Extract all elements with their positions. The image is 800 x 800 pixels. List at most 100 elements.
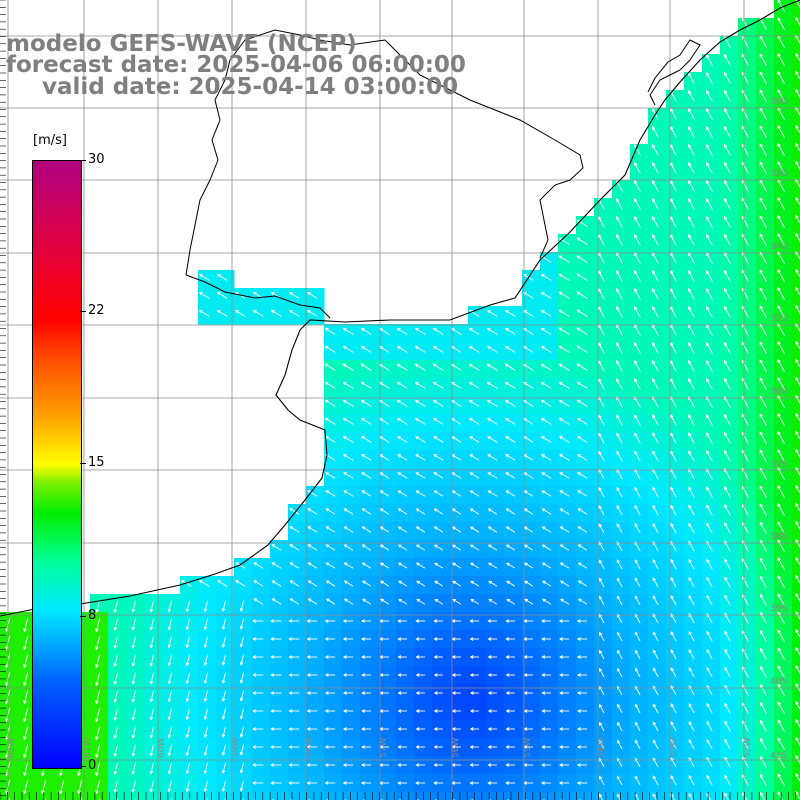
wind-arrow — [634, 740, 641, 750]
wind-arrow-head — [598, 360, 602, 364]
wind-arrow-head — [415, 673, 420, 677]
wind-arrow-head — [469, 472, 474, 476]
wind-speed-cell — [432, 792, 451, 800]
wind-arrow-head — [652, 504, 656, 509]
wind-arrow-head — [706, 306, 710, 310]
wind-arrow — [577, 418, 588, 425]
wind-arrow-head — [131, 716, 136, 721]
wind-arrow-head — [221, 644, 226, 648]
wind-arrow-head — [234, 309, 239, 314]
wind-speed-cell — [72, 792, 91, 800]
wind-arrow-head — [433, 745, 438, 749]
wind-arrow-head — [777, 593, 781, 598]
wind-arrow-head — [795, 268, 799, 273]
lat-label: 41S — [770, 751, 788, 761]
wind-arrow — [204, 726, 209, 738]
wind-arrow — [724, 306, 731, 318]
wind-arrow — [688, 360, 695, 372]
wind-arrow — [670, 378, 677, 390]
wind-arrow — [652, 559, 659, 570]
wind-speed-cell — [198, 792, 217, 800]
wind-arrow-head — [23, 700, 27, 705]
wind-arrow — [777, 612, 785, 624]
wind-arrow-head — [598, 505, 602, 509]
wind-arrow — [670, 649, 677, 660]
wind-arrow-head — [433, 436, 437, 440]
wind-arrow-head — [360, 417, 365, 422]
wind-speed-cell — [792, 216, 800, 235]
wind-arrow — [397, 490, 408, 497]
wind-arrow-head — [113, 716, 118, 721]
wind-arrow — [307, 544, 318, 551]
wind-arrow-head — [505, 472, 510, 476]
wind-arrow — [724, 522, 731, 534]
wind-arrow-head — [559, 508, 564, 512]
wind-arrow-head — [558, 291, 563, 295]
wind-arrow — [132, 780, 137, 792]
wind-arrow — [524, 544, 534, 551]
wind-arrow-head — [759, 377, 763, 382]
wind-arrow-head — [670, 577, 674, 581]
wind-arrow-head — [759, 431, 763, 436]
wind-arrow-head — [451, 709, 456, 713]
wind-arrow — [95, 635, 101, 650]
wind-arrow — [325, 436, 336, 443]
wind-arrow — [741, 36, 749, 48]
wind-arrow — [742, 486, 749, 498]
wind-arrow-head — [470, 580, 475, 585]
wind-arrow-head — [216, 580, 221, 584]
wind-arrow — [505, 436, 516, 443]
wind-arrow — [451, 418, 462, 425]
wind-arrow-head — [576, 619, 581, 623]
wind-arrow — [599, 794, 603, 800]
wind-arrow-head — [576, 363, 581, 368]
wind-arrow — [652, 234, 659, 246]
wind-arrow — [132, 600, 137, 612]
wind-speed-cell — [450, 792, 469, 800]
wind-arrow — [741, 306, 749, 318]
lon-label: 55W — [523, 737, 533, 758]
wind-arrow-head — [598, 577, 603, 582]
wind-arrow — [670, 739, 677, 750]
wind-arrow-head — [598, 486, 602, 491]
wind-arrow-head — [487, 673, 492, 677]
wind-arrow — [688, 288, 695, 300]
wind-arrow-head — [759, 575, 764, 580]
wind-arrow-head — [414, 381, 419, 386]
lat-label: 33S — [770, 169, 788, 179]
wind-arrow-head — [451, 544, 456, 548]
wind-arrow — [706, 306, 713, 318]
wind-arrow — [451, 346, 462, 353]
wind-arrow-head — [360, 436, 365, 440]
wind-arrow — [670, 613, 677, 624]
wind-arrow-head — [617, 721, 621, 726]
wind-arrow-head — [598, 414, 602, 419]
wind-arrow — [795, 269, 800, 279]
wind-arrow-head — [576, 727, 581, 731]
wind-arrow — [652, 306, 659, 318]
wind-arrow — [235, 310, 246, 317]
wind-speed-cell — [594, 792, 613, 800]
wind-arrow-head — [706, 360, 710, 364]
wind-arrow — [240, 744, 245, 755]
wind-arrow — [542, 526, 552, 533]
wind-arrow-head — [634, 504, 638, 509]
lon-label: 61W — [83, 737, 93, 758]
wind-arrow — [616, 324, 623, 336]
wind-arrow — [576, 291, 588, 299]
wind-arrow-head — [795, 737, 799, 741]
wind-arrow — [795, 701, 800, 711]
wind-arrow-head — [324, 691, 329, 695]
wind-arrow — [724, 468, 731, 480]
wind-arrow — [634, 180, 641, 192]
wind-arrow-head — [415, 745, 420, 749]
wind-arrow — [469, 381, 480, 389]
wind-arrow-head — [759, 287, 763, 292]
wind-arrow-head — [616, 775, 621, 780]
wind-arrow-head — [652, 649, 657, 654]
wind-arrow — [452, 490, 462, 497]
wind-arrow-head — [616, 198, 620, 202]
wind-arrow — [724, 559, 731, 570]
wind-arrow — [380, 508, 390, 515]
colorbar-tick — [80, 160, 86, 161]
